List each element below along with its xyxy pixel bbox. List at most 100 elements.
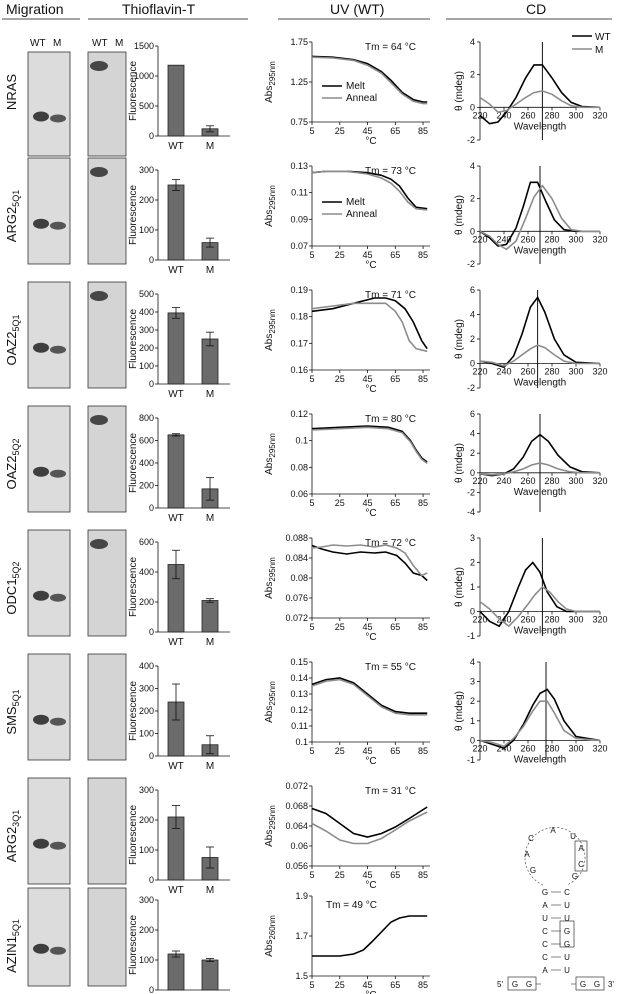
uv-y-tick-label: 1.7: [295, 931, 308, 941]
uv-y-tick-label: 0.08: [290, 573, 308, 583]
uv-x-tick-label: 65: [390, 622, 400, 632]
uv-y-tick-label: 0.068: [285, 801, 308, 811]
uv-x-tick-label: 45: [363, 980, 373, 990]
uv-y-tick-label: 0.07: [290, 241, 308, 251]
bar-y-tick-label: 100: [139, 361, 154, 371]
row-name: ODC15Q2: [4, 561, 21, 614]
uv-series-line: [312, 915, 428, 957]
bar-y-tick-label: 300: [139, 684, 154, 694]
cd-series-line: [479, 64, 601, 125]
uv-y-tick-label: 0.072: [285, 781, 308, 791]
migration-gel: [27, 653, 71, 761]
bar: [167, 434, 185, 509]
bar-category-label: M: [206, 389, 214, 400]
uv-y-label: Abs260nm: [264, 915, 277, 957]
uv-x-tick-label: 65: [390, 374, 400, 384]
row-name-sub: 5Q2: [11, 561, 21, 578]
tm-value: Tm = 71 °C: [365, 290, 416, 301]
cd-x-tick-label: 260: [520, 367, 535, 377]
migration-gel: [27, 157, 71, 265]
uv-x-tick-label: 25: [335, 980, 345, 990]
uv-x-tick-label: 65: [390, 980, 400, 990]
uv-y-label-main: Abs: [264, 830, 275, 847]
cd-series-line: [479, 181, 600, 247]
bar-y-tick-label: 100: [139, 225, 154, 235]
bar-y-label: Fluorescence: [128, 185, 139, 245]
cd-y-tick-label: 2: [470, 194, 475, 204]
cd-y-label: θ (mdeg): [454, 195, 465, 235]
stem-left-nucleotide: A: [542, 966, 548, 975]
uv-y-tick-label: 0.072: [285, 613, 308, 623]
cd-y-label: θ (mdeg): [454, 71, 465, 111]
uv-y-tick-label: 0.1: [295, 737, 308, 747]
bar-y-tick-label: 0: [149, 985, 154, 994]
cd-x-label: Wavelength: [514, 626, 566, 637]
bar-y-tick-label: 100: [139, 955, 154, 965]
bar-y-tick-label: 200: [139, 597, 154, 607]
lane-label-wt: WT: [92, 38, 108, 49]
uv-y-tick-label: 0.09: [290, 214, 308, 224]
uv-y-tick-label: 1.5: [295, 971, 308, 981]
thioflavin-band: [90, 61, 108, 71]
uv-x-label: °C: [365, 260, 376, 271]
cd-x-tick-label: 260: [520, 234, 535, 244]
row-name-sub: 5Q1: [11, 689, 21, 706]
cd-series-line: [479, 90, 600, 114]
uv-y-label: Abs295nm: [264, 805, 277, 847]
uv-y-tick-label: 0.084: [285, 553, 308, 563]
cd-y-tick-label: 0: [470, 359, 475, 369]
uv-y-label-sub: 295nm: [268, 61, 277, 86]
uv-y-label: Abs295nm: [264, 681, 277, 723]
gel-band-m: [50, 221, 66, 230]
cd-y-tick-label: 0: [470, 102, 475, 112]
cd-y-label: θ (mdeg): [454, 443, 465, 483]
uv-y-tick-label: 1.9: [295, 891, 308, 901]
row-name-main: OAZ2: [4, 332, 19, 366]
cd-y-tick-label: -1: [467, 755, 475, 765]
stem-left-nucleotide: U: [542, 914, 548, 923]
uv-series-line: [311, 302, 428, 353]
loop-nucleotide: U: [570, 832, 576, 841]
uv-y-tick-label: 0.076: [285, 593, 308, 603]
uv-y-label-main: Abs: [264, 940, 275, 957]
uv-x-tick-label: 5: [309, 980, 314, 990]
bar-y-tick-label: 200: [139, 815, 154, 825]
bar-y-tick-label: 300: [139, 895, 154, 905]
uv-y-label: Abs295nm: [264, 433, 277, 475]
tm-value: Tm = 80 °C: [365, 414, 416, 425]
cd-x-tick-label: 300: [568, 110, 583, 120]
uv-y-label: Abs295nm: [264, 557, 277, 599]
row-name: OAZ25Q2: [4, 439, 21, 490]
row-name-sub: 5Q1: [11, 919, 21, 936]
uv-x-label: °C: [365, 756, 376, 767]
uv-y-label-sub: 295nm: [268, 557, 277, 582]
uv-x-tick-label: 85: [418, 980, 428, 990]
cd-x-tick-label: 280: [544, 743, 559, 753]
uv-y-label: Abs295nm: [264, 309, 277, 351]
gel-band-wt: [33, 218, 49, 229]
cd-series-line: [479, 344, 600, 367]
g-quartet-box: [507, 976, 537, 991]
bar-y-tick-label: 300: [139, 325, 154, 335]
cd-y-tick-label: -2: [467, 135, 475, 145]
uv-y-tick-label: 0.11: [291, 721, 308, 731]
tm-value: Tm = 72 °C: [365, 538, 416, 549]
bar-y-tick-label: 500: [139, 289, 154, 299]
row-name: OAZ25Q1: [4, 315, 21, 366]
loop-nucleotide: C: [528, 834, 534, 843]
cd-x-tick-label: 320: [592, 110, 607, 120]
lane-label-wt: WT: [30, 38, 46, 49]
bar-y-tick-label: 500: [139, 101, 154, 111]
uv-x-tick-label: 65: [390, 870, 400, 880]
bar-category-label: WT: [168, 389, 184, 400]
bar-y-tick-label: 0: [149, 627, 154, 637]
legend-melt-label: Melt: [346, 81, 365, 92]
cd-y-tick-label: 0: [470, 735, 475, 745]
gel-band-m: [50, 717, 66, 726]
cd-x-tick-label: 260: [520, 476, 535, 486]
row-name: ARG25Q1: [4, 190, 21, 242]
